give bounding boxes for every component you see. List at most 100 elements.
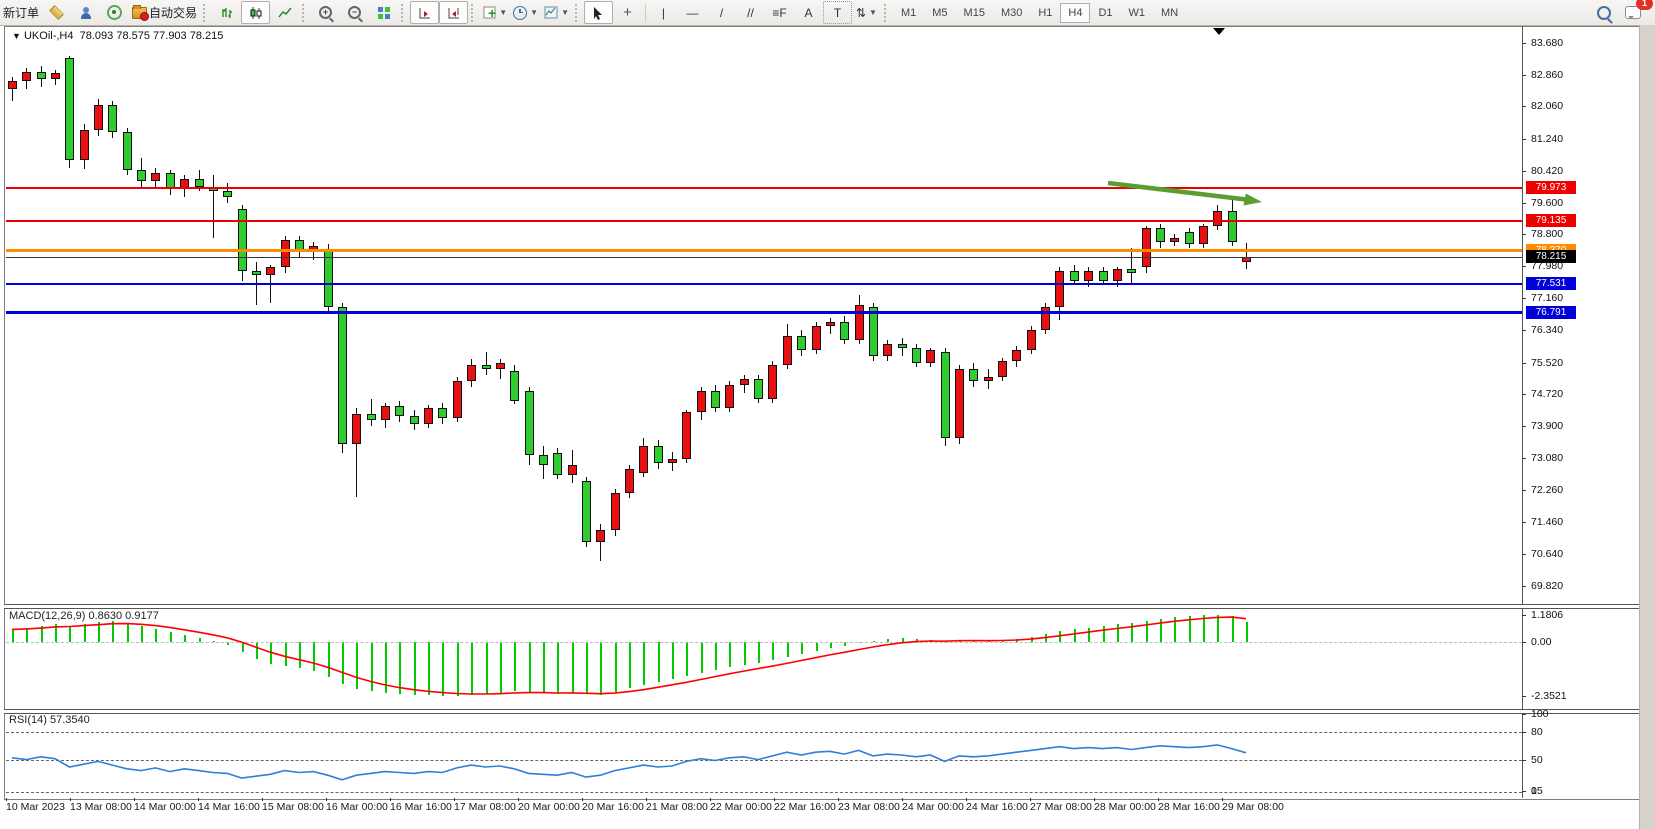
auto-trading-button[interactable]: 自动交易 <box>129 1 200 24</box>
time-tick-label: 20 Mar 00:00 <box>518 801 580 813</box>
candle-wick <box>370 398 372 427</box>
time-tick <box>6 798 7 801</box>
price-tick-label: 82.860 <box>1531 69 1564 82</box>
macd-histogram-bar <box>557 642 560 694</box>
templates-button[interactable]: ▼ <box>541 1 572 24</box>
time-tick <box>198 798 199 801</box>
trendline-button[interactable]: / <box>719 5 724 20</box>
macd-histogram-bar <box>786 642 789 658</box>
signals-icon[interactable] <box>100 1 129 24</box>
channel-button[interactable]: // <box>747 5 754 20</box>
hline-78.370[interactable] <box>6 249 1522 253</box>
hline-79.973[interactable] <box>6 187 1522 190</box>
price-tick-label: 77.980 <box>1531 260 1564 273</box>
candlestick-button[interactable] <box>241 1 271 24</box>
candle <box>467 365 477 381</box>
tile-windows-button[interactable] <box>369 1 398 24</box>
rsi-level-15 <box>6 791 1522 793</box>
candle <box>825 322 835 327</box>
hline-76.791[interactable] <box>6 311 1522 315</box>
periods-button[interactable]: ▼ <box>510 1 541 24</box>
time-tick-label: 28 Mar 16:00 <box>1158 801 1220 813</box>
price-tick-label: 76.340 <box>1531 324 1564 337</box>
time-tick <box>582 798 583 801</box>
auto-scroll-button[interactable] <box>410 1 440 24</box>
macd-histogram-bar <box>1045 634 1048 642</box>
candle <box>338 306 348 444</box>
crosshair-button[interactable]: + <box>623 4 632 21</box>
rsi-level-80 <box>6 732 1522 733</box>
market-watch-icon[interactable] <box>42 1 71 24</box>
rsi-tick <box>1522 759 1526 761</box>
search-button[interactable] <box>1589 1 1618 24</box>
candle <box>1098 271 1108 282</box>
candle <box>1012 349 1022 362</box>
time-tick-label: 22 Mar 00:00 <box>710 801 772 813</box>
macd-label: MACD(12,26,9) 0.8630 0.9177 <box>9 610 159 622</box>
macd-tick <box>1522 614 1526 616</box>
macd-histogram-bar <box>26 627 29 642</box>
candle <box>911 347 921 364</box>
chart-ohlc-values: 78.093 78.575 77.903 78.215 <box>79 30 224 42</box>
candle-wick <box>485 351 487 376</box>
macd-histogram-bar <box>141 625 144 642</box>
panel-splitter[interactable] <box>4 709 1641 714</box>
fibonacci-button[interactable]: ≡F <box>772 5 787 20</box>
price-tick-label: 69.820 <box>1531 579 1564 592</box>
zoom-in-button[interactable]: + <box>311 1 340 24</box>
panel-splitter[interactable] <box>4 604 1641 609</box>
tab-timeframe-M15[interactable]: M15 <box>963 6 985 19</box>
line-chart-button[interactable] <box>270 1 299 24</box>
line-chart-icon <box>277 7 292 17</box>
new-order-button[interactable]: 新订单 <box>3 6 40 20</box>
tab-timeframe-M30[interactable]: M30 <box>1000 6 1023 19</box>
macd-histogram-bar <box>112 621 115 642</box>
vertical-line-button[interactable]: | <box>661 5 666 20</box>
candlestick-icon <box>250 6 262 19</box>
tab-timeframe-D1[interactable]: D1 <box>1098 6 1113 19</box>
candle <box>395 406 405 417</box>
rsi-tick-label: 15 <box>1531 785 1543 797</box>
candle <box>94 104 104 131</box>
collapse-triangle-icon[interactable]: ▼ <box>12 31 21 41</box>
candle <box>955 369 965 438</box>
price-tick-label: 80.420 <box>1531 164 1564 177</box>
text-label-button[interactable]: T <box>822 1 852 24</box>
macd-histogram-bar <box>686 642 689 677</box>
time-tick-label: 29 Mar 08:00 <box>1222 801 1284 813</box>
cursor-button[interactable] <box>583 1 613 24</box>
tab-timeframe-H1[interactable]: H1 <box>1038 6 1053 19</box>
data-window-icon[interactable] <box>71 1 100 24</box>
price-tick <box>1522 202 1526 204</box>
tab-timeframe-M1[interactable]: M1 <box>900 6 917 19</box>
bar-chart-button[interactable] <box>212 1 241 24</box>
candle <box>1170 238 1180 242</box>
indicators-button[interactable]: + ▼ <box>480 1 510 24</box>
time-tick <box>838 798 839 801</box>
candle <box>108 104 118 133</box>
current-price-badge: 78.215 <box>1526 250 1576 264</box>
horizontal-line-button[interactable]: — <box>686 5 699 20</box>
zoom-out-button[interactable]: − <box>340 1 369 24</box>
macd-histogram-bar <box>499 642 502 693</box>
tab-timeframe-H4[interactable]: H4 <box>1060 2 1091 23</box>
tab-timeframe-M5[interactable]: M5 <box>932 6 948 19</box>
templates-icon <box>544 6 558 19</box>
arrows-tool-button[interactable]: ⇅ ▼ <box>855 5 877 20</box>
macd-histogram-bar <box>456 642 459 696</box>
hline-77.531[interactable] <box>6 282 1522 285</box>
tab-timeframe-MN[interactable]: MN <box>1161 6 1179 19</box>
macd-zero-line <box>6 642 1522 643</box>
chart-shift-button[interactable] <box>439 1 469 24</box>
candle <box>682 412 692 460</box>
macd-histogram-bar <box>600 642 603 695</box>
chart-shift-marker[interactable] <box>1213 28 1225 35</box>
candle-wick <box>829 318 831 334</box>
tab-timeframe-W1[interactable]: W1 <box>1128 6 1146 19</box>
candle <box>797 335 807 350</box>
hline-79.135[interactable] <box>6 220 1522 222</box>
notifications-button[interactable]: 1 <box>1618 0 1653 24</box>
macd-histogram-bar <box>298 642 301 668</box>
macd-histogram-bar <box>657 642 660 682</box>
text-button[interactable]: A <box>804 5 813 20</box>
